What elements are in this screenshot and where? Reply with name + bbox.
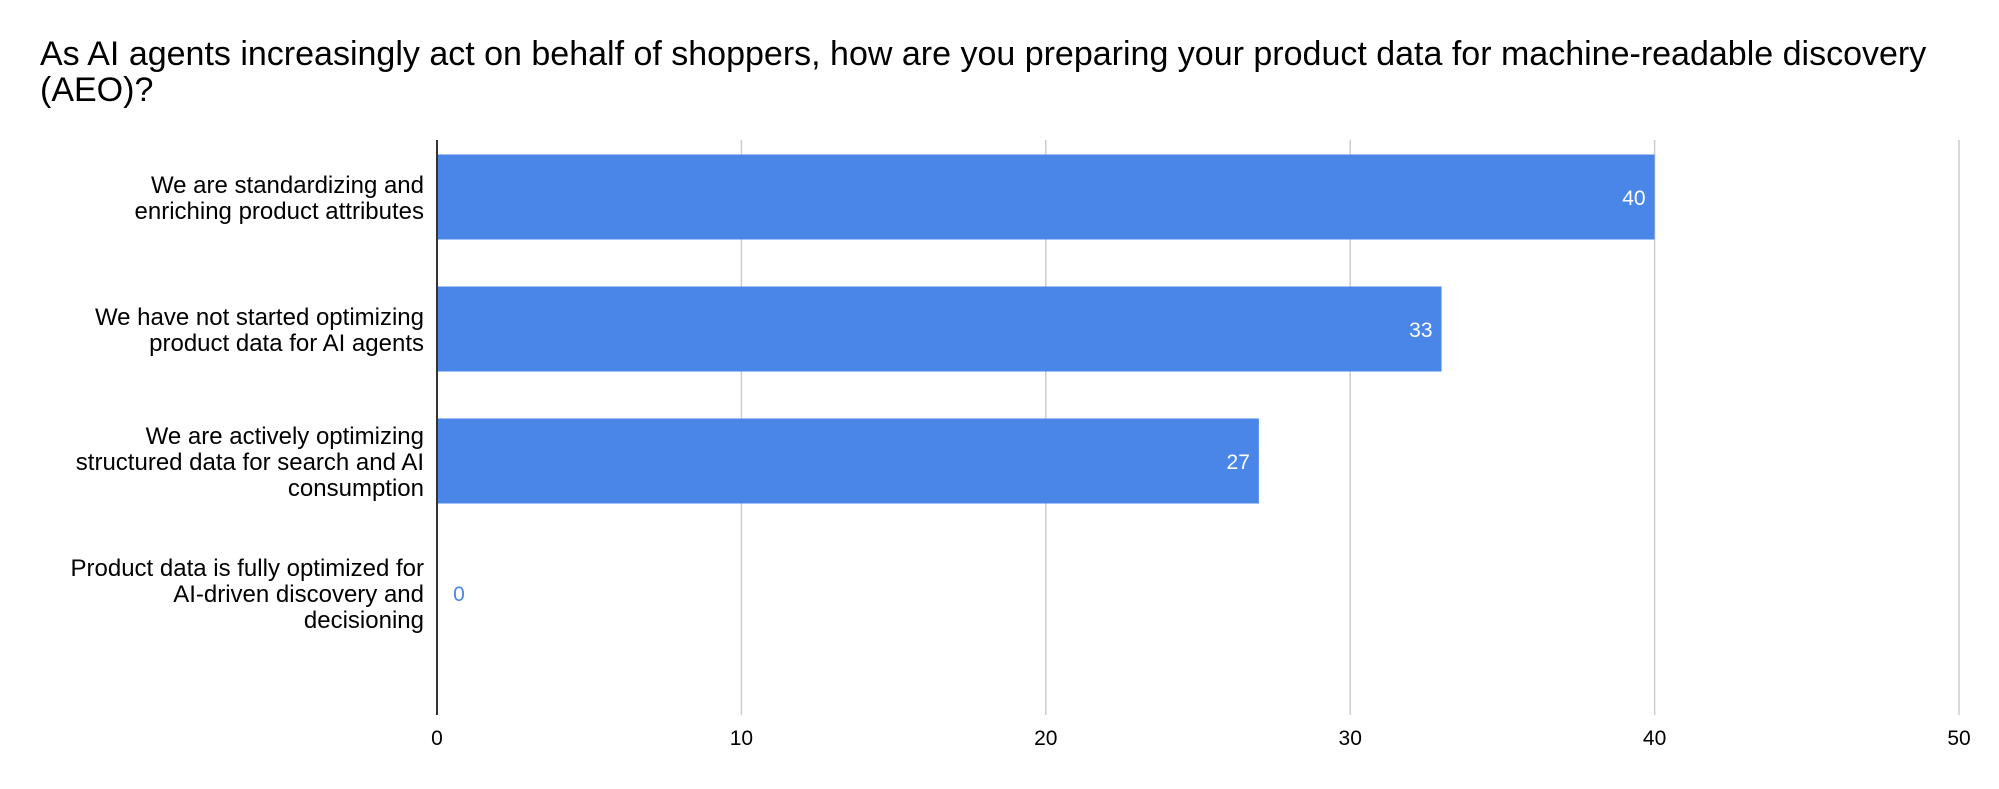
category-label-line: decisioning	[304, 607, 424, 634]
bar	[437, 154, 1655, 240]
category-label-line: structured data for search and AI	[76, 449, 424, 476]
x-tick-label: 10	[730, 727, 753, 750]
value-label: 33	[1409, 319, 1432, 342]
chart-title: As AI agents increasingly act on behalf …	[40, 35, 1927, 109]
category-label-line: We are standardizing and	[151, 172, 424, 199]
category-label: We have not started optimizing product da…	[95, 304, 424, 357]
bar	[437, 286, 1442, 372]
category-label: Product data is fully optimized for AI-dr…	[71, 555, 425, 634]
x-tick-label: 0	[431, 727, 443, 750]
value-labels: 40 33 27 0	[453, 187, 1645, 606]
value-label: 40	[1622, 187, 1645, 210]
x-tick-label: 30	[1339, 727, 1362, 750]
category-label-line: consumption	[288, 475, 424, 502]
category-label-line: enriching product attributes	[135, 198, 425, 225]
bars	[437, 154, 1655, 504]
category-label: We are actively optimizing structured dat…	[76, 423, 424, 502]
value-label: 27	[1227, 451, 1250, 474]
category-label-line: Product data is fully optimized for	[71, 555, 425, 582]
x-tick-label: 20	[1034, 727, 1057, 750]
category-label: We are standardizing and enriching produc…	[135, 172, 425, 225]
value-label: 0	[453, 583, 465, 606]
category-label-line: product data for AI agents	[149, 330, 424, 357]
x-tick-labels: 0 10 20 30 40 50	[431, 727, 1971, 750]
bar	[437, 418, 1259, 504]
x-tick-label: 50	[1947, 727, 1970, 750]
x-tick-label: 40	[1643, 727, 1666, 750]
category-label-line: AI-driven discovery and	[173, 581, 424, 608]
category-labels: We are standardizing and enriching produc…	[71, 172, 425, 634]
category-label-line: We have not started optimizing	[95, 304, 424, 331]
category-label-line: We are actively optimizing	[146, 423, 424, 450]
